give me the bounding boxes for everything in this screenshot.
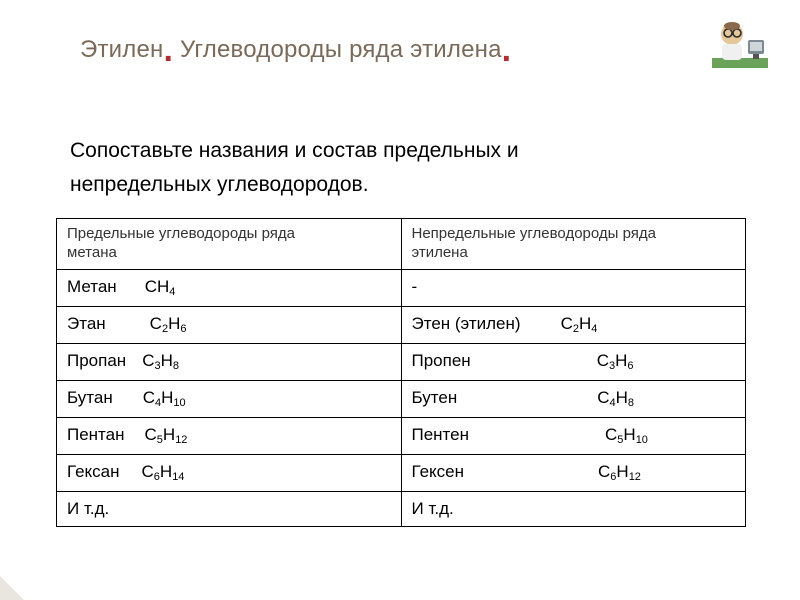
compound-name: И т.д. (67, 498, 109, 520)
cell-alkene: И т.д. (401, 491, 746, 526)
title-dot-1: . (163, 31, 173, 69)
cell-alkane: Этан C2H6 (57, 306, 402, 343)
compound-name: Этен (этилен) (412, 313, 521, 335)
cell-alkene: Пентен C5H10 (401, 417, 746, 454)
compound-name: Гексан (67, 461, 120, 483)
desk (712, 58, 768, 68)
table-row: Пентан C5H12 Пентен C5H10 (57, 417, 746, 454)
table-row: И т.д. И т.д. (57, 491, 746, 526)
title-part1: Этилен (80, 36, 163, 63)
cell-alkane: Бутан C4H10 (57, 380, 402, 417)
compound-name: Метан (67, 276, 117, 298)
cell-alkene: Гексен C6H12 (401, 454, 746, 491)
table-row: Пропан C3H8 Пропен C3H6 (57, 343, 746, 380)
chem-formula: C3H8 (142, 350, 179, 374)
table-row: Метан CH4 - (57, 269, 746, 306)
page-curl-icon (0, 576, 24, 600)
title-part2: Углеводороды ряда этилена (173, 36, 502, 63)
header-left: Предельные углеводороды рядаметана (57, 219, 402, 270)
subtitle-line1: Сопоставьте названия и состав предельных… (70, 134, 730, 168)
table-row: Бутан C4H10 Бутен C4H8 (57, 380, 746, 417)
cell-alkane: Пропан C3H8 (57, 343, 402, 380)
table-row: Этан C2H6 Этен (этилен) C2H4 (57, 306, 746, 343)
chem-formula: C2H6 (150, 313, 187, 337)
cell-alkene: - (401, 269, 746, 306)
cell-alkane: И т.д. (57, 491, 402, 526)
slide-title: Этилен. Углеводороды ряда этилена. (80, 36, 511, 64)
cell-alkene: Бутен C4H8 (401, 380, 746, 417)
compound-name: Бутан (67, 387, 113, 409)
cell-alkene: Этен (этилен) C2H4 (401, 306, 746, 343)
compound-name: Пентан (67, 424, 125, 446)
compound-name: - (412, 276, 418, 298)
chem-formula: C3H6 (597, 350, 634, 374)
cell-alkane: Пентан C5H12 (57, 417, 402, 454)
subtitle-line2: непредельных углеводородов. (70, 168, 730, 202)
table-row: Гексан C6H14 Гексен C6H12 (57, 454, 746, 491)
chem-formula: CH4 (145, 276, 176, 300)
table-header-row: Предельные углеводороды рядаметанаНепред… (57, 219, 746, 270)
compound-name: Бутен (412, 387, 458, 409)
title-dot-2: . (502, 31, 512, 69)
compound-name: Этан (67, 313, 106, 335)
header-right: Непредельные углеводороды рядаэтилена (401, 219, 746, 270)
compound-name: Гексен (412, 461, 465, 483)
slide-subtitle: Сопоставьте названия и состав предельных… (70, 134, 730, 201)
cell-alkane: Метан CH4 (57, 269, 402, 306)
monitor-screen (750, 42, 762, 51)
cell-alkane: Гексан C6H14 (57, 454, 402, 491)
chem-formula: C4H8 (597, 387, 634, 411)
cell-alkene: Пропен C3H6 (401, 343, 746, 380)
compound-name: Пропен (412, 350, 471, 372)
compound-name: И т.д. (412, 498, 454, 520)
chem-formula: C5H10 (605, 424, 648, 448)
compound-name: Пентен (412, 424, 470, 446)
hydrocarbons-table: Предельные углеводороды рядаметанаНепред… (56, 218, 746, 527)
compound-name: Пропан (67, 350, 126, 372)
chem-formula: C2H4 (561, 313, 598, 337)
chem-formula: C5H12 (145, 424, 188, 448)
chem-formula: C6H14 (142, 461, 185, 485)
mascot-icon (712, 16, 768, 72)
chem-formula: C6H12 (598, 461, 641, 485)
chem-formula: C4H10 (143, 387, 186, 411)
coat (722, 44, 742, 60)
